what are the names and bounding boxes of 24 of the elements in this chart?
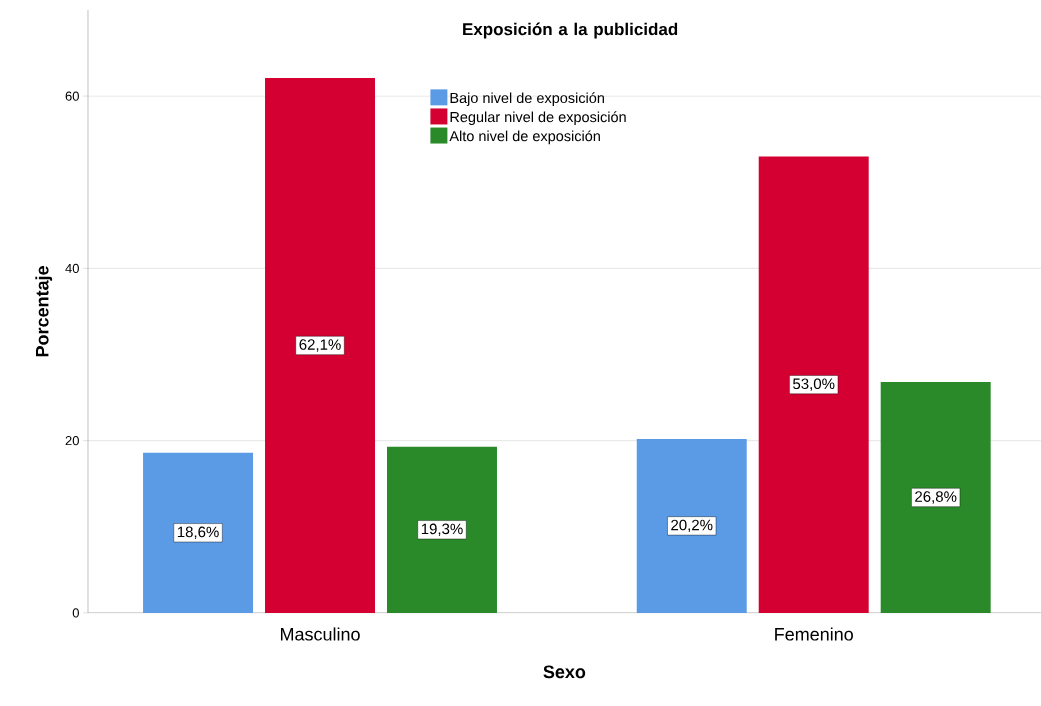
data-label: 62,1% <box>299 339 341 352</box>
data-label: 26,8% <box>915 491 957 504</box>
bar <box>636 438 747 613</box>
y-tick-label: 20 <box>65 436 79 446</box>
bar <box>265 78 376 613</box>
y-axis-title: Porcentaje <box>35 266 53 357</box>
bar <box>880 382 991 613</box>
x-axis-title: Sexo <box>543 665 586 679</box>
data-label: 53,0% <box>793 378 835 391</box>
bar <box>143 452 254 613</box>
legend-label: Regular nivel de exposición <box>450 111 626 126</box>
bar <box>387 446 497 613</box>
x-tick-label: Masculino <box>280 627 360 641</box>
bar <box>758 156 869 613</box>
x-tick-label: Femenino <box>775 627 853 641</box>
y-tick-label: 40 <box>65 263 79 274</box>
legend-title: Exposición a la publicidad <box>463 22 678 39</box>
legend-label: Bajo nivel de exposición <box>450 92 604 107</box>
data-label: 20,2% <box>671 519 713 533</box>
y-tick-label: 0 <box>72 608 79 618</box>
data-label: 19,3% <box>421 523 463 537</box>
y-tick-label: 60 <box>65 91 79 101</box>
data-label: 18,6% <box>177 526 219 540</box>
legend-label: Alto nivel de exposición <box>449 130 600 145</box>
